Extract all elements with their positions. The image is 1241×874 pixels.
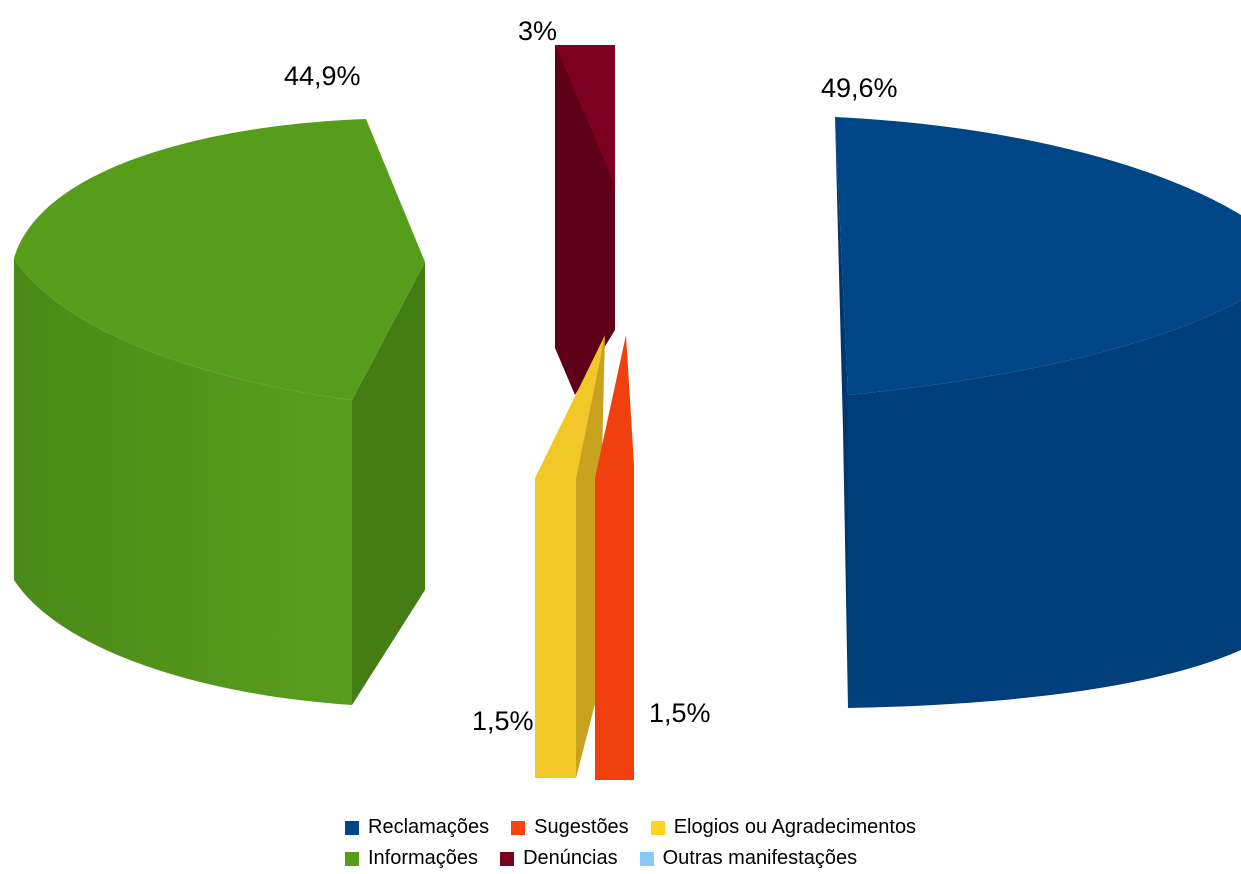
slice-reclamacoes xyxy=(835,117,1241,708)
legend-label: Informações xyxy=(368,847,479,869)
slice-elogios xyxy=(535,335,605,778)
legend-swatch-informacoes xyxy=(345,851,359,866)
legend-swatch-denuncias xyxy=(500,851,515,866)
legend-label: Reclamações xyxy=(368,816,490,838)
legend-item-sugestoes[interactable]: Sugestões xyxy=(511,816,629,839)
chart-legend: Reclamações Sugestões Elogios ou Agradec… xyxy=(345,812,1045,874)
legend-label: Outras manifestações xyxy=(662,847,858,869)
label-informacoes: 44,9% xyxy=(284,61,361,91)
label-denuncias: 3% xyxy=(518,16,557,46)
label-elogios: 1,5% xyxy=(472,706,534,736)
legend-swatch-reclamacoes xyxy=(345,820,359,835)
legend-label: Elogios ou Agradecimentos xyxy=(673,816,917,838)
label-reclamacoes: 49,6% xyxy=(821,73,898,103)
legend-row: Informações Denúncias Outras manifestaçõ… xyxy=(345,843,1045,874)
slice-denuncias xyxy=(555,45,615,395)
label-sugestoes: 1,5% xyxy=(649,698,711,728)
legend-swatch-outras xyxy=(639,851,654,866)
legend-item-informacoes[interactable]: Informações xyxy=(345,847,478,870)
legend-label: Sugestões xyxy=(534,816,629,838)
legend-label: Denúncias xyxy=(523,847,618,869)
slice-informacoes xyxy=(14,119,425,705)
legend-item-elogios[interactable]: Elogios ou Agradecimentos xyxy=(650,816,917,839)
legend-row: Reclamações Sugestões Elogios ou Agradec… xyxy=(345,812,1045,843)
slice-sugestoes xyxy=(595,335,634,780)
legend-item-denuncias[interactable]: Denúncias xyxy=(500,847,618,870)
legend-item-outras[interactable]: Outras manifestações xyxy=(639,847,858,870)
legend-item-reclamacoes[interactable]: Reclamações xyxy=(345,816,489,839)
legend-swatch-sugestoes xyxy=(511,820,526,835)
legend-swatch-elogios xyxy=(650,820,665,835)
